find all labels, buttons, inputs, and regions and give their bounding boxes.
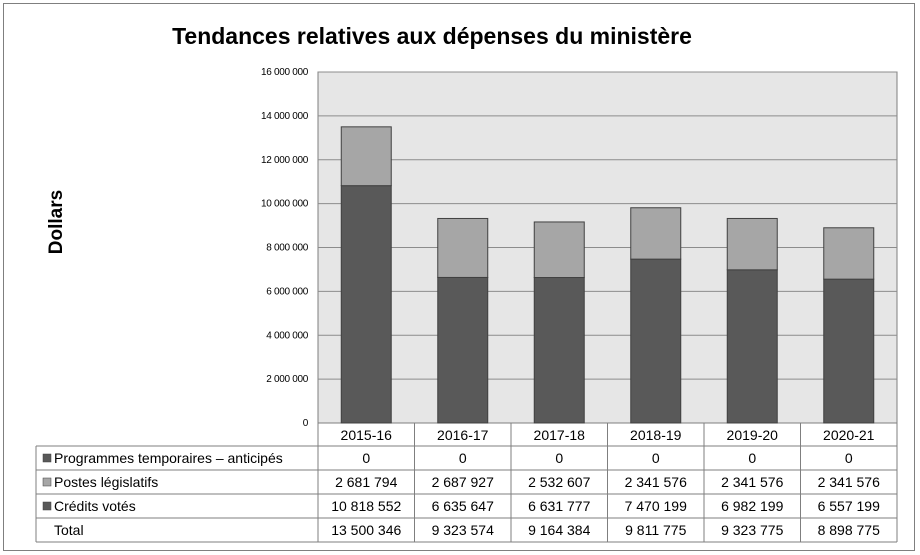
legend-key [42, 501, 52, 511]
data-label: 0 [748, 450, 756, 466]
y-tick-labels: 0 2 000 000 4 000 000 6 000 000 8 000 000 10 … [261, 67, 309, 429]
data-label: 2 532 607 [528, 474, 590, 490]
data-label: 10 818 552 [331, 498, 401, 514]
y-tick-label: 10 000 000 [261, 199, 309, 210]
data-label: 6 982 199 [721, 498, 783, 514]
data-label: 2 341 576 [625, 474, 687, 490]
data-label: 0 [362, 450, 370, 466]
data-label: 2 341 576 [721, 474, 783, 490]
data-label: 2 687 927 [432, 474, 494, 490]
bar-postes-legislatifs [630, 207, 682, 260]
legend-label: Postes législatifs [54, 474, 158, 490]
y-tick-label: 12 000 000 [261, 155, 309, 166]
bar-credits-votes [823, 278, 875, 424]
y-tick-label: 0 [303, 418, 309, 429]
bar-credits-votes [630, 258, 682, 424]
total-value: 8 898 775 [818, 522, 880, 538]
y-tick-label: 8 000 000 [266, 243, 309, 254]
bar-credits-votes [726, 269, 778, 424]
data-label: 0 [459, 450, 467, 466]
data-label: 0 [652, 450, 660, 466]
total-value: 9 811 775 [625, 522, 686, 538]
y-tick-label: 4 000 000 [266, 330, 309, 341]
total-value: 13 500 346 [331, 522, 401, 538]
chart-frame [3, 3, 915, 551]
x-tick-label: 2015-16 [341, 427, 393, 443]
y-tick-label: 14 000 000 [261, 111, 309, 122]
y-tick-label: 6 000 000 [266, 286, 309, 297]
data-label: 0 [845, 450, 853, 466]
bar-credits-votes [437, 276, 489, 424]
bar-postes-legislatifs [823, 227, 875, 280]
data-label: 6 557 199 [818, 498, 880, 514]
bar-postes-legislatifs [340, 126, 392, 187]
bar-postes-legislatifs [533, 221, 585, 279]
data-label: 6 635 647 [432, 498, 494, 514]
total-value: 9 164 384 [528, 522, 590, 538]
x-tick-label: 2019-20 [727, 427, 779, 443]
bar-credits-votes [340, 185, 392, 424]
total-label: Total [54, 522, 84, 538]
data-label: 2 681 794 [335, 474, 397, 490]
y-tick-label: 2 000 000 [266, 374, 309, 385]
bar-postes-legislatifs [437, 217, 489, 278]
gridlines [318, 71, 897, 380]
x-tick-label: 2018-19 [630, 427, 682, 443]
data-table: 2015-16 2016-17 2017-18 2018-19 2019-20 2020-… [35, 423, 898, 543]
bars [340, 126, 875, 424]
bar-postes-legislatifs [726, 217, 778, 271]
data-label: 2 341 576 [818, 474, 880, 490]
data-label: 0 [555, 450, 563, 466]
x-tick-label: 2016-17 [437, 427, 489, 443]
x-tick-label: 2020-21 [823, 427, 875, 443]
bar-credits-votes [533, 277, 585, 424]
chart-title: Tendances relatives aux dépenses du mini… [172, 23, 692, 49]
data-label: 6 631 777 [528, 498, 590, 514]
y-axis-label: Dollars [46, 190, 67, 254]
y-tick-label: 16 000 000 [261, 67, 309, 78]
data-label: 7 470 199 [625, 498, 687, 514]
total-value: 9 323 574 [432, 522, 494, 538]
total-value: 9 323 775 [721, 522, 783, 538]
legend-key [42, 477, 52, 487]
legend-key [42, 453, 52, 463]
x-tick-label: 2017-18 [534, 427, 586, 443]
legend-label: Crédits votés [54, 498, 136, 514]
legend-label: Programmes temporaires – anticipés [54, 450, 283, 466]
